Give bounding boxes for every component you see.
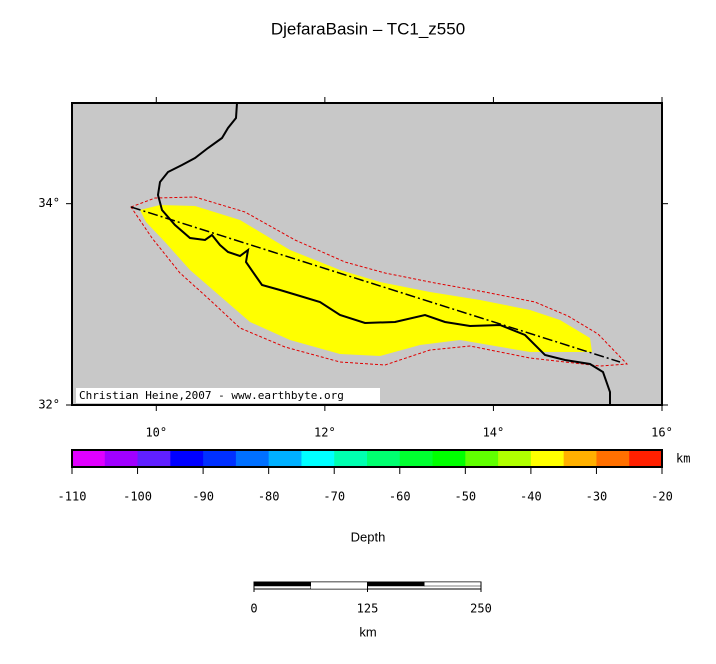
- colorbar-tick-label: -20: [651, 490, 673, 504]
- x-tick-label: 12°: [314, 426, 336, 440]
- basin-depth-area: [140, 205, 592, 356]
- colorbar-swatch: [563, 450, 597, 467]
- map-background: [72, 103, 662, 405]
- colorbar-tick-label: -50: [454, 490, 476, 504]
- colorbar-label: Depth: [351, 529, 386, 544]
- colorbar-swatch: [596, 450, 630, 467]
- colorbar-swatch: [465, 450, 499, 467]
- colorbar-tick-label: -110: [58, 490, 87, 504]
- colorbar-tick-label: -90: [192, 490, 214, 504]
- scalebar-segment: [310, 581, 368, 590]
- colorbar-swatch: [137, 450, 171, 467]
- colorbar-swatch: [367, 450, 401, 467]
- x-tick-label: 16°: [651, 426, 673, 440]
- colorbar-swatch: [72, 450, 106, 467]
- scalebar-tick-label: 0: [250, 602, 257, 616]
- colorbar-swatch: [432, 450, 466, 467]
- scalebar-segment: [367, 581, 425, 587]
- coastline: [156, 102, 611, 405]
- x-tick-label: 14°: [483, 426, 505, 440]
- colorbar-swatch: [498, 450, 532, 467]
- colorbar-swatch: [170, 450, 204, 467]
- colorbar-tick-label: -40: [520, 490, 542, 504]
- basin-outline: [130, 196, 629, 367]
- colorbar-tick-label: -80: [258, 490, 280, 504]
- map-frame: [71, 102, 663, 406]
- colorbar-swatch: [629, 450, 663, 467]
- scalebar-segment: [424, 581, 482, 587]
- title: DjefaraBasin – TC1_z550: [271, 19, 465, 38]
- scalebar-tick-label: 250: [470, 602, 492, 616]
- colorbar-tick-label: -70: [323, 490, 345, 504]
- colorbar-tick-label: -100: [123, 490, 152, 504]
- colorbar-swatch: [334, 450, 368, 467]
- colorbar-swatch: [104, 450, 139, 467]
- scalebar-unit: km: [359, 624, 376, 639]
- scalebar-segment: [253, 581, 311, 587]
- profile-line: [130, 206, 621, 363]
- colorbar-unit: km: [676, 452, 690, 466]
- colorbar-tick-label: -30: [586, 490, 608, 504]
- colorbar-tick-label: -60: [389, 490, 411, 504]
- scalebar-tick-label: 125: [357, 602, 379, 616]
- colorbar-swatch: [235, 450, 270, 467]
- colorbar-swatch: [301, 450, 335, 467]
- x-tick-label: 10°: [145, 426, 167, 440]
- credit: Christian Heine,2007 - www.earthbyte.org: [79, 389, 344, 402]
- colorbar-swatch: [203, 450, 237, 467]
- y-tick-label: 32°: [38, 398, 60, 412]
- y-tick-label: 34°: [38, 196, 60, 210]
- credit-box: [76, 388, 380, 403]
- colorbar-swatch: [399, 450, 434, 467]
- colorbar-frame: [71, 449, 663, 468]
- colorbar-swatch: [530, 450, 565, 467]
- colorbar-swatch: [268, 450, 302, 467]
